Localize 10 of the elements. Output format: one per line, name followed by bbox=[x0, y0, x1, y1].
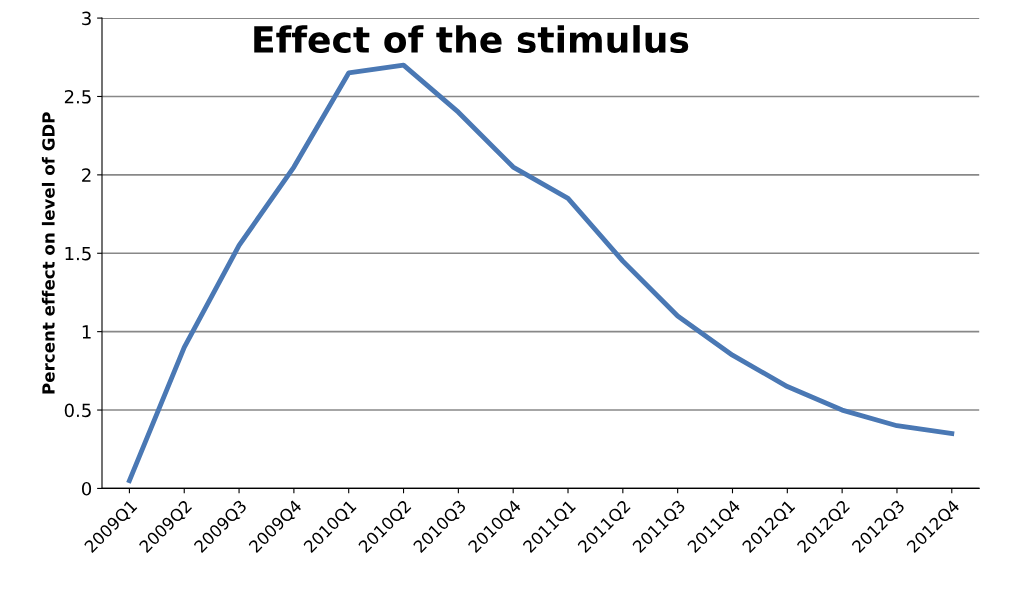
line-series bbox=[126, 62, 955, 484]
chart-title: Effect of the stimulus bbox=[254, 25, 689, 54]
y-tick-label: 2 bbox=[82, 168, 91, 182]
y-tick-label: 1 bbox=[82, 325, 91, 339]
y-tick-label: 2.5 bbox=[64, 89, 91, 104]
y-tick-label: 3 bbox=[82, 11, 91, 26]
y-tick-label: 1.5 bbox=[65, 246, 91, 261]
y-axis-title: Percent effect on level of GDP bbox=[41, 112, 55, 394]
y-tick-label: 0 bbox=[81, 481, 92, 496]
y-tick-label: 0.5 bbox=[64, 403, 91, 418]
